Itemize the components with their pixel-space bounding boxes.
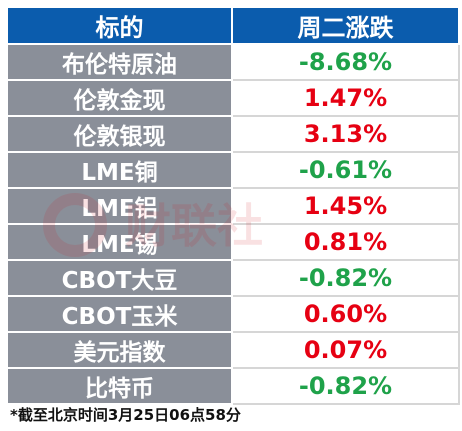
quote-table: 标的 周二涨跌 布伦特原油 -8.68% 伦敦金现 1.47% 伦敦银现 3.1… [6,6,460,405]
table-row: 伦敦金现 1.47% [6,79,460,117]
row-change: -0.82% [231,259,460,297]
row-change: -8.68% [231,43,460,81]
row-name: 比特币 [6,367,233,405]
table-row: CBOT大豆 -0.82% [6,259,460,297]
row-change: 3.13% [231,115,460,153]
table-row: LME铝 1.45% [6,187,460,225]
row-name: LME锡 [6,223,233,261]
row-name: 布伦特原油 [6,43,233,81]
table-row: 比特币 -0.82% [6,367,460,405]
row-change: -0.82% [231,367,460,405]
row-change: 0.60% [231,295,460,333]
row-change: 0.07% [231,331,460,369]
row-name: CBOT玉米 [6,295,233,333]
table-row: LME锡 0.81% [6,223,460,261]
table-row: 美元指数 0.07% [6,331,460,369]
quote-table-container: 标的 周二涨跌 布伦特原油 -8.68% 伦敦金现 1.47% 伦敦银现 3.1… [4,4,460,407]
row-name: LME铜 [6,151,233,189]
table-row: CBOT玉米 0.60% [6,295,460,333]
row-name: 美元指数 [6,331,233,369]
footnote: *截至北京时间3月25日06点58分 [10,406,241,424]
row-name: LME铝 [6,187,233,225]
table-header-row: 标的 周二涨跌 [6,6,460,45]
row-change: 1.47% [231,79,460,117]
row-change: -0.61% [231,151,460,189]
header-instrument: 标的 [6,6,233,45]
table-row: LME铜 -0.61% [6,151,460,189]
row-change: 0.81% [231,223,460,261]
table-row: 伦敦银现 3.13% [6,115,460,153]
row-name: 伦敦银现 [6,115,233,153]
table-row: 布伦特原油 -8.68% [6,43,460,81]
row-name: 伦敦金现 [6,79,233,117]
row-name: CBOT大豆 [6,259,233,297]
row-change: 1.45% [231,187,460,225]
header-change: 周二涨跌 [231,6,460,45]
